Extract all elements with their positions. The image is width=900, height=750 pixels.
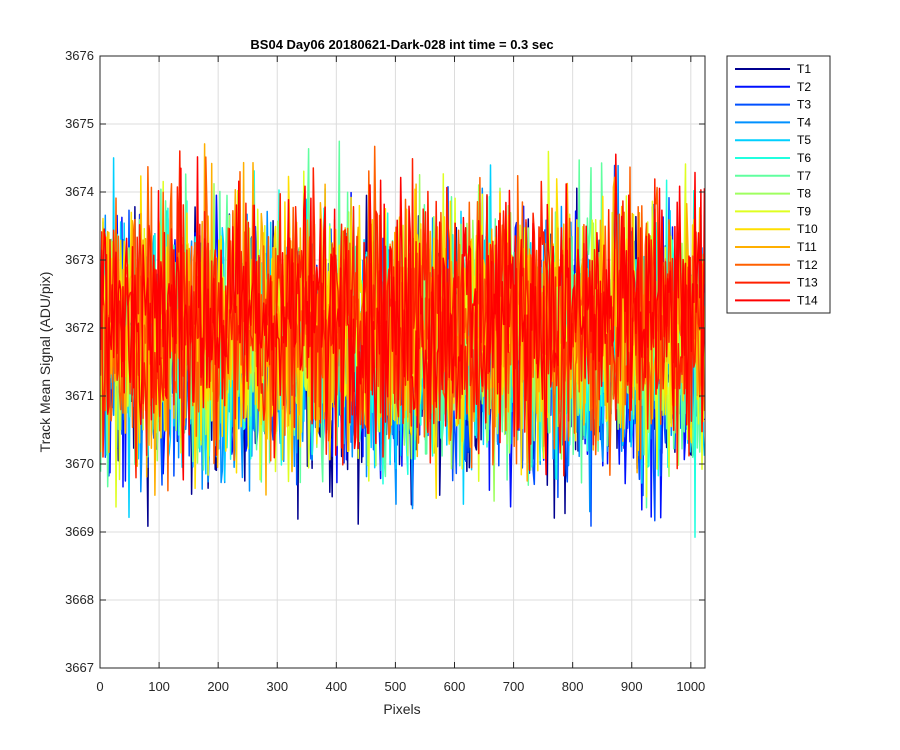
plot-frame <box>99 55 706 669</box>
chart-title: BS04 Day06 20180621-Dark-028 int time = … <box>250 37 553 52</box>
ticks <box>99 55 705 669</box>
y-tick-labels: 3667 3668 3669 3670 3671 3672 3673 3674 3675 3676 <box>65 48 94 675</box>
y-tick-label: 3671 <box>65 388 94 403</box>
legend-label-t12: T12 <box>797 258 818 272</box>
legend-label-t8: T8 <box>797 187 811 201</box>
legend-label-t6: T6 <box>797 151 811 165</box>
y-tick-label: 3670 <box>65 456 94 471</box>
legend-label-t2: T2 <box>797 80 811 94</box>
legend-label-t4: T4 <box>797 115 811 129</box>
x-tick-label: 200 <box>207 679 229 694</box>
x-tick-label: 100 <box>148 679 170 694</box>
x-axis-title: Pixels <box>383 701 420 717</box>
legend-label-t11: T11 <box>797 240 817 254</box>
legend-label-t3: T3 <box>797 98 811 112</box>
legend: T1 T2 T3 T4 T5 T6 T7 T8 T9 T10 T11 T12 T13 T14 <box>726 55 831 314</box>
y-tick-label: 3674 <box>65 184 94 199</box>
legend-label-t10: T10 <box>797 222 818 236</box>
x-tick-label: 0 <box>96 679 103 694</box>
legend-label-t7: T7 <box>797 169 811 183</box>
x-tick-labels: 0 100 200 300 400 500 600 700 800 900 1000 <box>96 679 705 694</box>
x-tick-label: 500 <box>385 679 407 694</box>
x-tick-label: 700 <box>503 679 525 694</box>
y-axis-title: Track Mean Signal (ADU/pix) <box>37 272 53 453</box>
y-tick-label: 3667 <box>65 660 94 675</box>
y-tick-label: 3668 <box>65 592 94 607</box>
y-tick-label: 3672 <box>65 320 94 335</box>
y-tick-label: 3669 <box>65 524 94 539</box>
x-tick-label: 900 <box>621 679 643 694</box>
legend-label-t14: T14 <box>797 293 818 307</box>
legend-label-t9: T9 <box>797 204 811 218</box>
legend-box <box>726 55 831 314</box>
legend-label-t1: T1 <box>797 62 811 76</box>
x-tick-label: 400 <box>325 679 347 694</box>
y-tick-label: 3675 <box>65 116 94 131</box>
legend-label-t5: T5 <box>797 133 811 147</box>
x-tick-label: 800 <box>562 679 584 694</box>
y-tick-label: 3673 <box>65 252 94 267</box>
legend-label-t13: T13 <box>797 276 818 290</box>
x-tick-label: 300 <box>266 679 288 694</box>
x-tick-label: 600 <box>444 679 466 694</box>
series-line-t14 <box>99 153 706 481</box>
x-tick-label: 1000 <box>676 679 705 694</box>
series-layer <box>99 140 706 538</box>
y-tick-label: 3676 <box>65 48 94 63</box>
series-line-t13 <box>99 150 706 479</box>
